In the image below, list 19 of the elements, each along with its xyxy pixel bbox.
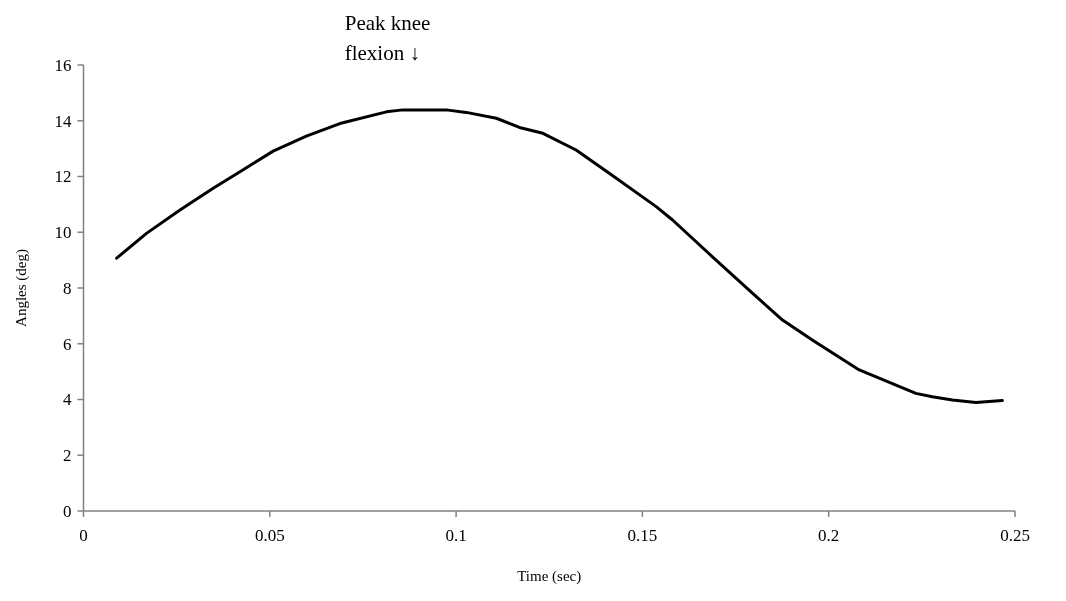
y-tick-label: 6 — [63, 334, 72, 354]
y-tick-label: 14 — [54, 111, 72, 131]
x-tick-label: 0.2 — [818, 526, 840, 545]
y-tick-label: 0 — [63, 501, 72, 521]
x-axis-title: Time (sec) — [517, 568, 582, 585]
y-tick-label: 16 — [54, 55, 72, 75]
y-axis-title: Angles (deg) — [13, 249, 30, 327]
y-tick-label: 8 — [63, 278, 72, 298]
x-tick-label: 0 — [79, 526, 88, 545]
y-tick-label: 2 — [63, 446, 72, 466]
y-tick-label: 4 — [63, 390, 72, 410]
x-tick-label: 0.05 — [254, 526, 285, 545]
y-tick-label: 10 — [54, 223, 72, 243]
x-tick-label: 0.1 — [445, 526, 467, 545]
x-tick-label: 0.15 — [627, 526, 658, 545]
x-tick-label: 0.25 — [1000, 526, 1030, 545]
annotation: Peak knee flexion ↓ — [344, 10, 431, 65]
y-tick-label: 12 — [54, 167, 72, 187]
line-series — [115, 108, 1004, 405]
